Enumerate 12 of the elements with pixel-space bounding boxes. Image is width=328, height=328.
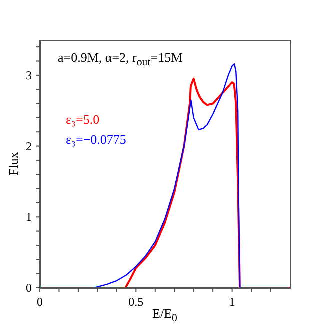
y-tick-label: 3 <box>26 68 32 82</box>
y-axis-title: Flux <box>6 152 21 176</box>
y-tick-label: 0 <box>26 281 32 295</box>
annotation: a=0.9M, α=2, r$_{out}$=15M <box>58 50 183 69</box>
text: ε₃=5.0 <box>66 112 100 127</box>
text: ε₃=−0.0775 <box>66 132 126 147</box>
y-tick-label: 2 <box>26 139 32 154</box>
x-tick-label: 1 <box>229 295 236 309</box>
x-tick-label: 0 <box>37 295 43 309</box>
x-axis-title: E/E$_{0}$ <box>152 306 178 325</box>
y-tick-label: 1 <box>26 210 32 224</box>
x-tick-label: 0.5 <box>128 295 144 309</box>
